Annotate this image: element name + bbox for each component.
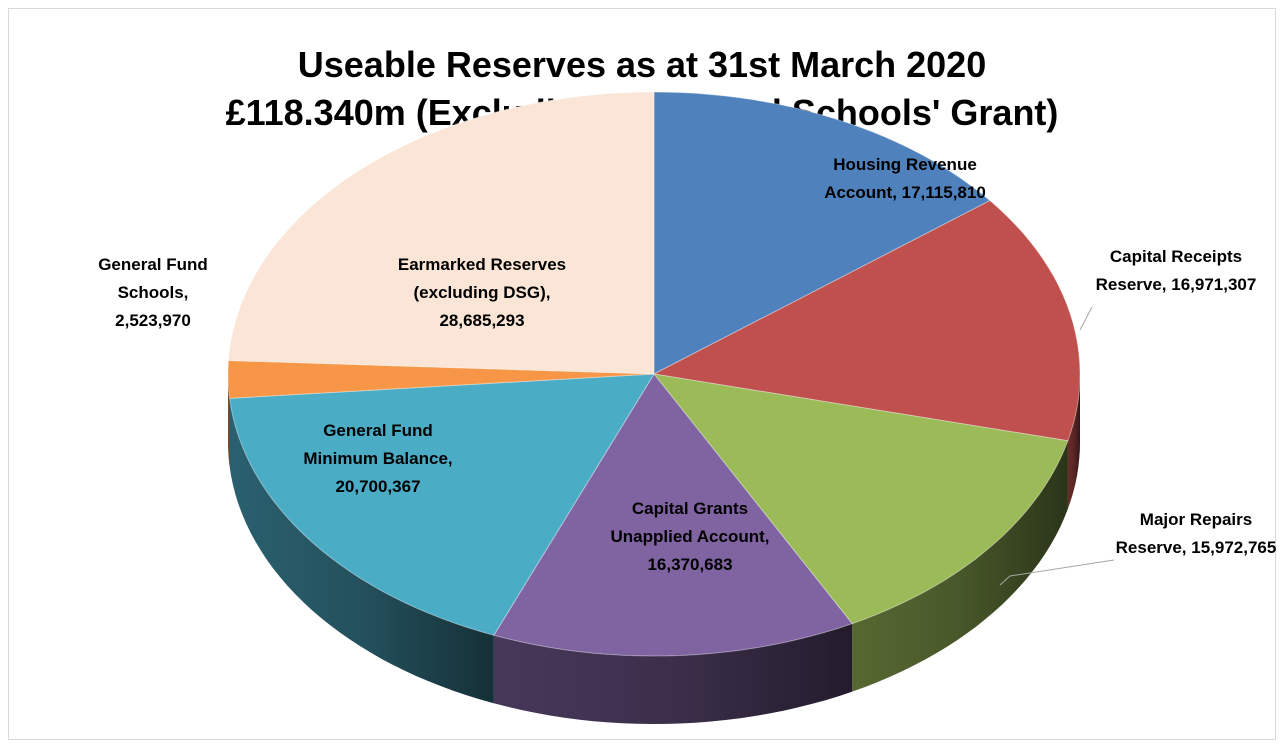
pie-side-shade-general-fund bbox=[228, 374, 230, 467]
slice-label-general-fund: General Fund Schools, 2,523,970 bbox=[98, 255, 208, 330]
slice-label-line: 28,685,293 bbox=[439, 311, 524, 330]
slice-label-line: 16,370,683 bbox=[647, 555, 732, 574]
pie-side-shade-capital-receipts bbox=[1067, 374, 1080, 509]
slice-label-line: Earmarked Reserves bbox=[398, 255, 566, 274]
pie-sides bbox=[228, 374, 1080, 724]
slice-label-line: Reserve, 16,971,307 bbox=[1096, 275, 1257, 294]
slice-label-line: General Fund bbox=[98, 255, 208, 274]
slice-label-housing-revenue: Housing Revenue Account, 17,115,810 bbox=[824, 155, 986, 202]
pie-leader-lines bbox=[999, 306, 1115, 586]
slice-label-line: Unapplied Account, bbox=[611, 527, 770, 546]
chart-title-line-1: Useable Reserves as at 31st March 2020 bbox=[298, 44, 986, 85]
slice-label-general-fund: General Fund Minimum Balance, 20,700,367 bbox=[303, 421, 452, 496]
slice-label-line: General Fund bbox=[323, 421, 433, 440]
slice-label-line: (excluding DSG), bbox=[414, 283, 551, 302]
pie-slice-capital-grants[interactable] bbox=[493, 373, 853, 657]
slice-label-capital-grants: Capital Grants Unapplied Account, 16,370,6… bbox=[611, 499, 770, 574]
pie-labels: Housing Revenue Account, 17,115,810 Capita… bbox=[98, 155, 1276, 574]
slice-label-line: Housing Revenue bbox=[833, 155, 977, 174]
slice-label-line: Capital Receipts bbox=[1110, 247, 1242, 266]
pie-side-shade-general-fund bbox=[229, 398, 494, 704]
slice-label-major-repairs: Major Repairs Reserve, 15,972,765 bbox=[1116, 510, 1277, 557]
slice-label-line: 2,523,970 bbox=[115, 311, 191, 330]
slice-label-earmarked-reserves: Earmarked Reserves (excluding DSG), 28,685… bbox=[398, 255, 566, 330]
slice-label-line: Schools, bbox=[118, 283, 189, 302]
slice-label-line: 20,700,367 bbox=[335, 477, 420, 496]
pie-slice-capital-receipts[interactable] bbox=[652, 199, 1081, 442]
pie-tops bbox=[227, 91, 1081, 657]
pie-slice-major-repairs[interactable] bbox=[652, 373, 1069, 625]
leader-line-major-repairs bbox=[999, 559, 1115, 586]
pie-side-shade-capital-grants bbox=[493, 623, 853, 724]
pie-slice-general-fund[interactable] bbox=[227, 359, 655, 399]
slice-label-line: Minimum Balance, bbox=[303, 449, 452, 468]
slice-label-line: Capital Grants bbox=[632, 499, 748, 518]
pie-slice-earmarked-reserves[interactable] bbox=[227, 91, 655, 375]
slice-label-line: Account, 17,115,810 bbox=[824, 183, 986, 202]
pie-slice-general-fund[interactable] bbox=[229, 373, 655, 636]
pie-slice-housing-revenue[interactable] bbox=[653, 91, 991, 375]
slice-label-line: Reserve, 15,972,765 bbox=[1116, 538, 1277, 557]
slice-label-line: Major Repairs bbox=[1140, 510, 1252, 529]
pie-side-shade-major-repairs bbox=[852, 440, 1068, 692]
leader-line-capital-receipts bbox=[1079, 306, 1093, 331]
slice-label-capital-receipts: Capital Receipts Reserve, 16,971,307 bbox=[1096, 247, 1257, 294]
